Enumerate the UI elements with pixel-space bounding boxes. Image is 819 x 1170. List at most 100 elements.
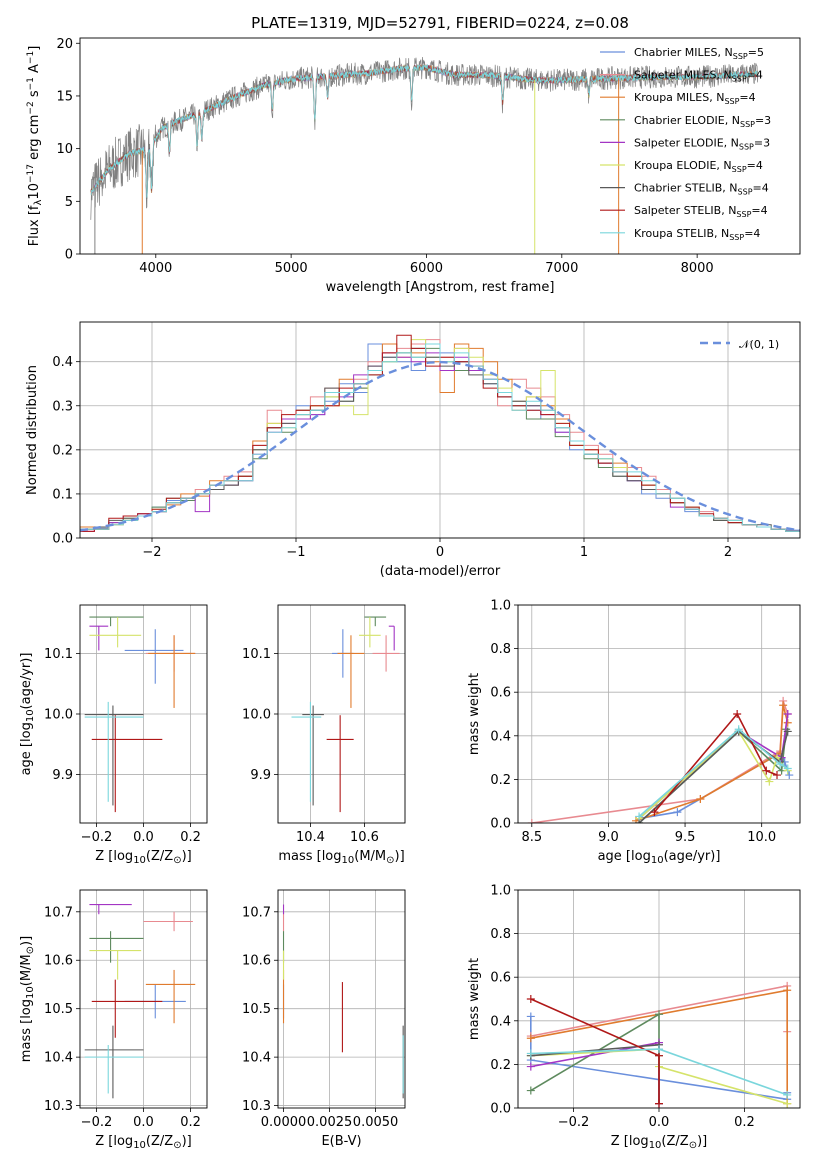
plot-area: [518, 605, 800, 823]
model-line-kroupa-elodie: [90, 64, 759, 197]
weight-marker: [655, 1045, 663, 1054]
y-tick-label: 10.7: [242, 905, 271, 920]
y-tick-label: 10.3: [44, 1099, 73, 1114]
x-tick-label: 0.2: [734, 1115, 755, 1130]
weight-marker: [783, 727, 792, 736]
axes-frame: [277, 604, 406, 824]
x-axis-label: age [log10(age/yr)]: [598, 849, 721, 866]
weight-marker: [783, 1090, 792, 1099]
y-tick-label: 9.9: [52, 768, 73, 783]
plot-area: [80, 890, 207, 1108]
legend-label: Salpeter ELODIE, NSSP=3: [634, 136, 770, 151]
legend-label: Kroupa STELIB, NSSP=4: [634, 227, 760, 242]
model-line-chabrier-stelib: [90, 64, 759, 199]
weight-marker: [783, 718, 792, 727]
weight-marker: [783, 986, 792, 995]
legend-label: Chabrier STELIB, NSSP=4: [634, 182, 769, 197]
y-tick-label: 10.5: [44, 1002, 73, 1017]
x-tick-label: −0.2: [81, 1115, 113, 1130]
axes-frame: [79, 889, 208, 1109]
weight-marker: [635, 812, 644, 821]
legend-label: Salpeter STELIB, NSSP=4: [634, 204, 768, 219]
y-tick-label: 0.3: [52, 399, 73, 414]
weight-line-kroupa-miles: [635, 705, 789, 822]
axes-mass-vs-Z: −0.2 0.0 0.2 10.3 10.4 10.5 10.6 10.7 Z [log10(Z…: [19, 889, 208, 1151]
y-tick-label: 0.8: [490, 642, 511, 657]
legend-label: Kroupa MILES, NSSP=4: [634, 91, 756, 106]
x-tick-label: 4000: [139, 261, 172, 276]
figure-title: PLATE=1319, MJD=52791, FIBERID=0224, z=0…: [251, 14, 629, 32]
y-tick-label: 10.0: [44, 708, 73, 723]
plot-area: [90, 56, 759, 254]
legend-label: Chabrier ELODIE, NSSP=3: [634, 114, 771, 129]
x-tick-label: 9.0: [598, 830, 619, 845]
y-tick-label: 0.2: [490, 1058, 511, 1073]
model-line-chabrier-elodie: [90, 63, 759, 199]
y-tick-label: 0.6: [490, 971, 511, 986]
x-tick-label: 6000: [410, 261, 443, 276]
y-axis-label: mass [log10(M/M⊙)]: [19, 936, 36, 1062]
legend-label: 𝒩(0, 1): [739, 338, 779, 351]
y-tick-label: 0.8: [490, 927, 511, 942]
model-line-kroupa-stelib: [90, 63, 759, 198]
axes-residuals: −2 −1 0 1 2 0.0 0.1 0.2 0.3 0.4 (data-model)/error…: [25, 321, 801, 579]
y-axis-label: age [log10(age/yr)]: [19, 653, 36, 776]
weight-marker: [650, 808, 659, 817]
model-line-salpeter-miles: [90, 63, 759, 197]
x-tick-label: 8.5: [521, 830, 542, 845]
weight-marker: [526, 1049, 535, 1058]
y-tick-label: 10.1: [44, 647, 73, 662]
weight-marker: [673, 808, 682, 817]
x-tick-label: 2: [724, 545, 732, 560]
y-tick-label: 0.4: [490, 1014, 511, 1029]
x-tick-label: −1: [286, 545, 305, 560]
axes-age-vs-mass: 10.4 10.6 9.9 10.0 10.1 mass [log10(M/M⊙)]: [242, 604, 406, 866]
normal-curve-line: [80, 360, 800, 532]
y-tick-label: 20: [56, 37, 73, 52]
y-tick-label: 0: [65, 248, 73, 263]
x-tick-label: 7000: [545, 261, 578, 276]
x-tick-label: −2: [142, 545, 161, 560]
x-tick-label: 5000: [275, 261, 308, 276]
axes-frame: [79, 604, 208, 824]
x-axis-label: Z [log10(Z/Z⊙)]: [95, 1134, 191, 1151]
axes-frame: [79, 321, 801, 539]
y-tick-label: 10.6: [44, 954, 73, 969]
x-tick-label: 0.0050: [353, 1115, 399, 1130]
y-tick-label: 10.1: [242, 647, 271, 662]
x-tick-label: 1: [580, 545, 588, 560]
y-tick-label: 0.2: [490, 773, 511, 788]
x-tick-label: 0.2: [180, 1115, 201, 1130]
x-tick-label: 0.0: [133, 1115, 154, 1130]
y-tick-label: 1.0: [490, 599, 511, 614]
residuals-legend: 𝒩(0, 1): [700, 338, 779, 351]
weight-line-kroupa-stelib: [638, 728, 789, 818]
weight-marker: [734, 725, 743, 734]
weight-marker: [776, 760, 785, 769]
weight-marker: [783, 764, 792, 773]
x-axis-label: Z [log10(Z/Z⊙)]: [611, 1134, 707, 1151]
x-tick-label: 0: [436, 545, 444, 560]
x-tick-label: 0.2: [180, 830, 201, 845]
weight-marker: [527, 819, 536, 823]
x-axis-label: E(B-V): [321, 1134, 361, 1149]
model-line-salpeter-elodie: [90, 64, 759, 195]
x-axis-label: wavelength [Angstrom, rest frame]: [326, 280, 555, 295]
y-tick-label: 1.0: [490, 884, 511, 899]
x-tick-label: 9.5: [675, 830, 696, 845]
weight-marker: [783, 1099, 792, 1108]
y-tick-label: 0.0: [490, 1102, 511, 1117]
x-axis-label: Z [log10(Z/Z⊙)]: [95, 849, 191, 866]
x-tick-label: 0.0025: [307, 1115, 353, 1130]
y-tick-label: 10: [56, 142, 73, 157]
weight-marker: [779, 701, 788, 710]
weight-marker: [773, 771, 782, 780]
axes-weight-vs-age: 8.5 9.0 9.5 10.0 0.0 0.2 0.4 0.6 0.8 1.0 age [log1…: [467, 599, 801, 866]
y-tick-label: 5: [65, 195, 73, 210]
weight-marker: [526, 995, 535, 1003]
y-tick-label: 0.6: [490, 686, 511, 701]
weight-marker: [526, 1012, 535, 1021]
plot-area: [278, 605, 405, 823]
weight-marker: [526, 1062, 535, 1071]
